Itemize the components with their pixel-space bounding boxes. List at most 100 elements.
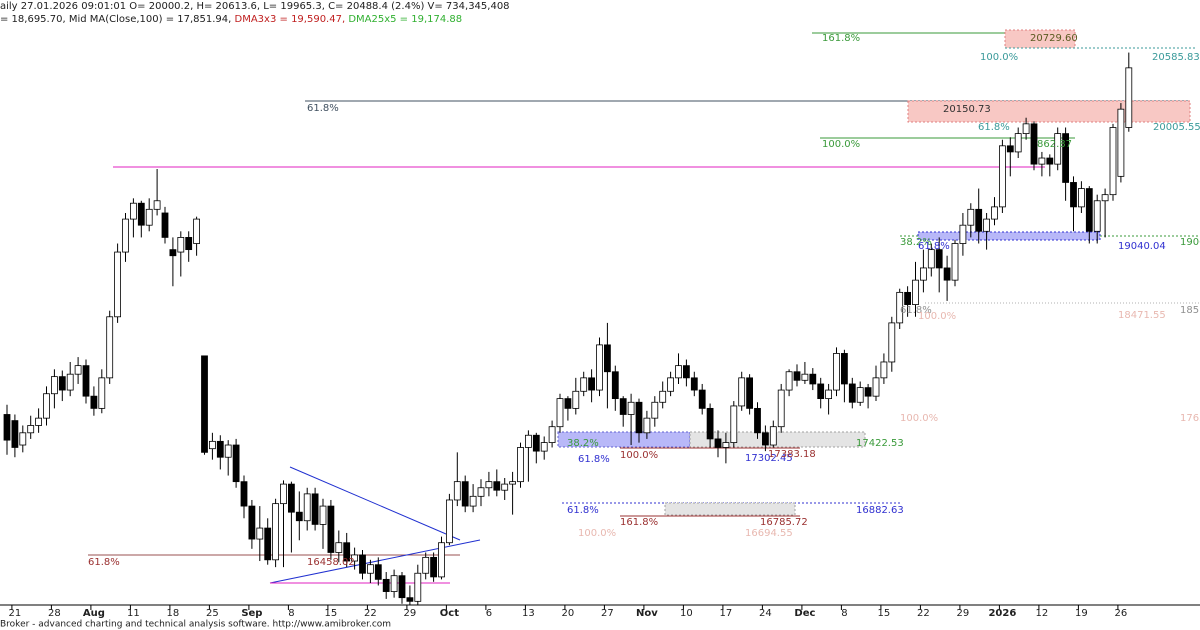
x-tick-label: 29 [957, 608, 970, 619]
candle-body [604, 344, 611, 373]
trend-line [269, 539, 481, 584]
candle-body [1085, 188, 1093, 232]
candle-body [1022, 123, 1030, 135]
candle-body [809, 373, 817, 385]
candle-body [588, 377, 595, 391]
annotation: 61.8% [978, 122, 1010, 133]
candle-body [272, 503, 280, 561]
annotation: 16694.55 [745, 528, 793, 539]
candle-body [11, 420, 19, 448]
annotation: 20005.55 [1153, 122, 1200, 133]
candle-body [509, 481, 517, 485]
candle-body [137, 202, 145, 226]
candle-body [240, 481, 248, 507]
candle-body [690, 377, 698, 391]
candle-body [817, 383, 825, 400]
indicator-line: = 18,695.70, Mid MA(Close,100) = 17,851.… [0, 14, 462, 25]
candle-body [722, 442, 730, 448]
candle-body [27, 425, 35, 434]
candle-body [469, 495, 477, 507]
candle-body [841, 353, 848, 385]
candle-body [248, 505, 256, 540]
annotation: 61.8% [567, 505, 599, 516]
candle-body [129, 202, 137, 220]
candle-body [343, 542, 351, 562]
candle-body [445, 499, 453, 544]
annotation: 862.87 [1037, 139, 1072, 150]
candle-body [319, 505, 327, 525]
candle-body [1030, 123, 1038, 165]
x-tick-label: 29 [404, 608, 417, 619]
candle-body [1038, 157, 1046, 165]
candle-body [548, 426, 556, 443]
annotation: 20150.73 [943, 104, 991, 115]
annotation: 16785.72 [760, 517, 808, 528]
annotation: 100.0% [620, 450, 658, 461]
candle-body [556, 398, 564, 428]
candle-body [327, 505, 335, 553]
annotation: 100.0% [918, 311, 956, 322]
candle-body [596, 344, 603, 391]
candle-body [967, 208, 975, 226]
annotation: 16882.63 [856, 505, 904, 516]
annotation: 161.8% [822, 33, 860, 44]
candle-body [430, 556, 438, 578]
zone-box [917, 231, 1101, 241]
x-tick-label: 8 [841, 608, 847, 619]
candle-body [1093, 200, 1101, 232]
annotation: 100.0% [822, 139, 860, 150]
candle-body [390, 575, 398, 592]
candle-body [833, 353, 840, 391]
annotation: 16458.02 [307, 557, 355, 568]
candle-body [904, 291, 911, 305]
candle-body [438, 542, 445, 578]
candle-body [959, 224, 967, 244]
annotation: 38.2% [567, 438, 599, 449]
x-tick-label: 6 [486, 608, 492, 619]
candle-body [667, 377, 674, 392]
candle-body [153, 200, 161, 210]
annotation: 61.8% [918, 241, 950, 252]
candle-body [114, 251, 121, 318]
candle-body [912, 279, 919, 305]
candle-body [366, 564, 374, 574]
candle-body [848, 383, 856, 403]
x-tick-label: 13 [522, 608, 535, 619]
candle-body [864, 387, 872, 397]
x-tick-label: Sep [241, 608, 262, 619]
candle-body [627, 401, 635, 415]
candle-body [754, 407, 761, 434]
candle-body [1070, 182, 1077, 208]
candle-body [414, 572, 422, 602]
candle-body [335, 542, 343, 553]
candle-body [880, 361, 888, 379]
candle-body [177, 237, 185, 253]
candle-body [453, 481, 461, 501]
zone-box [557, 431, 691, 448]
annotation: 17422.53 [856, 438, 904, 449]
candle-body [683, 365, 690, 379]
candle-body [1054, 133, 1062, 165]
candle-body [1014, 133, 1022, 153]
candle-body [975, 208, 983, 232]
candle-body [311, 493, 319, 525]
x-tick-label: 21 [9, 608, 22, 619]
header: aily 27.01.2026 09:01:01 O= 20000.2, H= … [0, 1, 510, 12]
candle-body [485, 481, 493, 489]
candle-body [232, 444, 240, 483]
zone-box [1004, 29, 1076, 49]
candle-body [351, 554, 359, 562]
annotation: 61.8% [88, 557, 120, 568]
x-tick-label: 8 [288, 608, 294, 619]
candle-body [896, 291, 904, 324]
annotation: 17302.45 [745, 453, 793, 464]
indicator: DMA3x3 = 19,590.47, [235, 14, 349, 25]
candle-body [999, 145, 1006, 208]
candle-body [1062, 133, 1069, 183]
candle-body [651, 401, 659, 419]
annotation: 20729.60 [1030, 33, 1078, 44]
candle-body [422, 556, 430, 574]
